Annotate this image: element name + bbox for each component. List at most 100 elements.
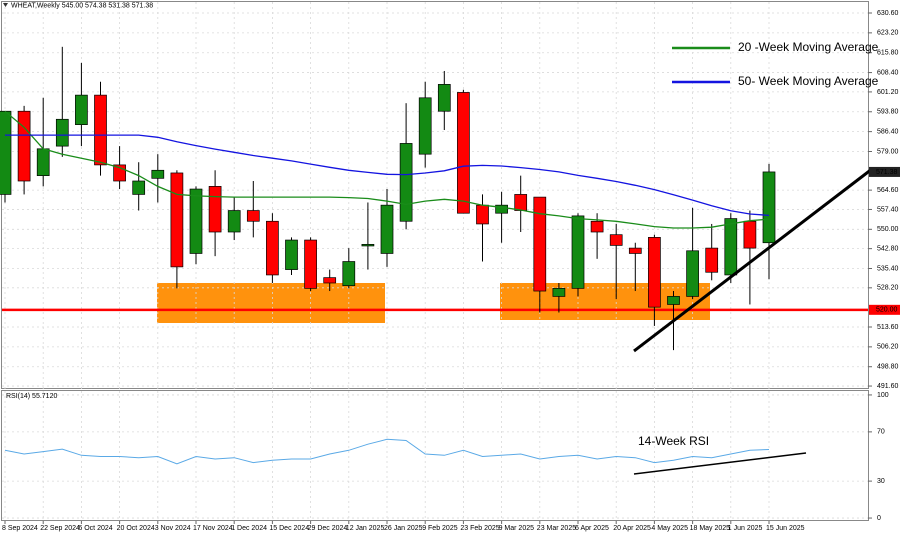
candle-body bbox=[457, 92, 470, 214]
x-tick-label: 20 Apr 2025 bbox=[613, 525, 651, 532]
last-price-label: 571.38 bbox=[876, 169, 898, 176]
legend-label: 20 -Week Moving Average bbox=[738, 40, 879, 54]
candle-body bbox=[762, 171, 776, 244]
y-tick-label: 623.20 bbox=[877, 30, 899, 37]
chart-title: WHEAT,Weekly 545.00 574.38 531.38 571.38 bbox=[11, 2, 153, 9]
candle-body bbox=[609, 234, 623, 246]
candle-body bbox=[571, 215, 585, 289]
candle-body bbox=[628, 247, 642, 254]
y-tick-label: 535.40 bbox=[877, 265, 899, 272]
rsi-trend-line bbox=[633, 452, 807, 475]
y-tick-label: 608.40 bbox=[877, 69, 899, 76]
candle-body bbox=[75, 94, 88, 125]
y-tick-label: 506.20 bbox=[877, 344, 899, 351]
y-tick-label: 630.60 bbox=[877, 10, 899, 17]
candle-body bbox=[743, 220, 757, 249]
y-tick-label: 601.20 bbox=[877, 89, 899, 96]
x-tick-label: 17 Nov 2024 bbox=[193, 525, 233, 532]
candle-body bbox=[55, 118, 69, 147]
candle-body bbox=[514, 194, 528, 211]
moving-average bbox=[5, 134, 770, 217]
level-label: 520.00 bbox=[876, 307, 898, 314]
y-tick-label: 0 bbox=[877, 515, 881, 522]
y-tick-label: 550.00 bbox=[877, 226, 899, 233]
y-tick-label: 579.00 bbox=[877, 148, 899, 155]
x-tick-label: 4 May 2025 bbox=[651, 525, 688, 532]
candle-body bbox=[361, 243, 375, 247]
x-tick-label: 23 Mar 2025 bbox=[537, 525, 576, 532]
candle-body bbox=[418, 97, 432, 155]
y-tick-label: 615.80 bbox=[877, 50, 899, 57]
x-tick-label: 20 Oct 2024 bbox=[117, 525, 155, 532]
x-tick-label: 3 Nov 2024 bbox=[155, 525, 191, 532]
last-price-box bbox=[869, 166, 900, 177]
y-tick-label: 586.40 bbox=[877, 128, 899, 135]
x-tick-label: 29 Dec 2024 bbox=[308, 525, 348, 532]
candle-body bbox=[17, 110, 31, 182]
y-tick-label: 564.60 bbox=[877, 187, 899, 194]
candle-body bbox=[94, 94, 107, 166]
legend-label: 50- Week Moving Average bbox=[738, 74, 879, 88]
x-tick-label: 12 Jan 2025 bbox=[346, 525, 385, 532]
rsi-annotation: 14-Week RSI bbox=[638, 434, 709, 448]
candle-body bbox=[323, 277, 337, 284]
rsi-title: RSI(14) 55.7120 bbox=[6, 393, 57, 400]
y-tick-label: 70 bbox=[877, 429, 885, 436]
y-tick-label: 498.80 bbox=[877, 364, 899, 371]
price-panel bbox=[1, 1, 869, 389]
candle-body bbox=[590, 220, 604, 233]
candle-body bbox=[724, 218, 738, 276]
candle-body bbox=[246, 210, 260, 222]
x-tick-label: 9 Mar 2025 bbox=[499, 525, 535, 532]
candle-body bbox=[285, 239, 298, 270]
x-tick-label: 18 May 2025 bbox=[690, 525, 731, 532]
moving-average bbox=[4, 110, 770, 229]
candle-body bbox=[495, 204, 508, 214]
candle-body bbox=[189, 188, 203, 254]
x-tick-label: 15 Dec 2024 bbox=[269, 525, 309, 532]
candle-body bbox=[227, 210, 241, 233]
x-tick-label: 15 Jun 2025 bbox=[766, 525, 805, 532]
candle-body bbox=[208, 186, 222, 233]
candle-body bbox=[36, 148, 50, 176]
candle-body bbox=[399, 143, 413, 222]
candle-body bbox=[380, 204, 394, 254]
x-tick-label: 6 Apr 2025 bbox=[575, 525, 609, 532]
x-tick-label: 23 Feb 2025 bbox=[460, 525, 499, 532]
y-tick-label: 542.80 bbox=[877, 245, 899, 252]
candle-body bbox=[705, 247, 719, 273]
x-tick-label: 22 Sep 2024 bbox=[40, 525, 80, 532]
y-tick-label: 593.80 bbox=[877, 109, 899, 116]
candle-body bbox=[533, 196, 547, 292]
x-tick-label: 1 Jun 2025 bbox=[728, 525, 763, 532]
candle-body bbox=[686, 250, 699, 297]
y-tick-label: 100 bbox=[877, 392, 889, 399]
candle-body bbox=[0, 110, 12, 195]
y-tick-label: 491.60 bbox=[877, 383, 899, 390]
rsi-line bbox=[4, 438, 770, 465]
candle-body bbox=[342, 261, 356, 287]
candle-body bbox=[170, 172, 184, 268]
candle-body bbox=[648, 237, 661, 308]
candle-body bbox=[552, 288, 566, 297]
y-tick-label: 557.40 bbox=[877, 206, 899, 213]
candle-body bbox=[266, 220, 279, 276]
menu-icon bbox=[3, 3, 8, 7]
y-tick-label: 30 bbox=[877, 478, 885, 485]
x-tick-label: 8 Sep 2024 bbox=[2, 525, 38, 532]
candle-body bbox=[437, 84, 451, 112]
rsi-panel bbox=[1, 390, 869, 521]
candle-body bbox=[132, 180, 146, 195]
trend-line bbox=[633, 167, 873, 353]
candle-body bbox=[476, 204, 489, 225]
x-tick-label: 6 Oct 2024 bbox=[78, 525, 112, 532]
x-tick-label: 26 Jan 2025 bbox=[384, 525, 423, 532]
candle-body bbox=[667, 296, 680, 305]
x-tick-label: 1 Dec 2024 bbox=[231, 525, 267, 532]
level-label-box bbox=[869, 304, 900, 315]
candle-body bbox=[151, 169, 165, 179]
candle-body bbox=[304, 239, 317, 289]
x-tick-label: 9 Feb 2025 bbox=[422, 525, 458, 532]
